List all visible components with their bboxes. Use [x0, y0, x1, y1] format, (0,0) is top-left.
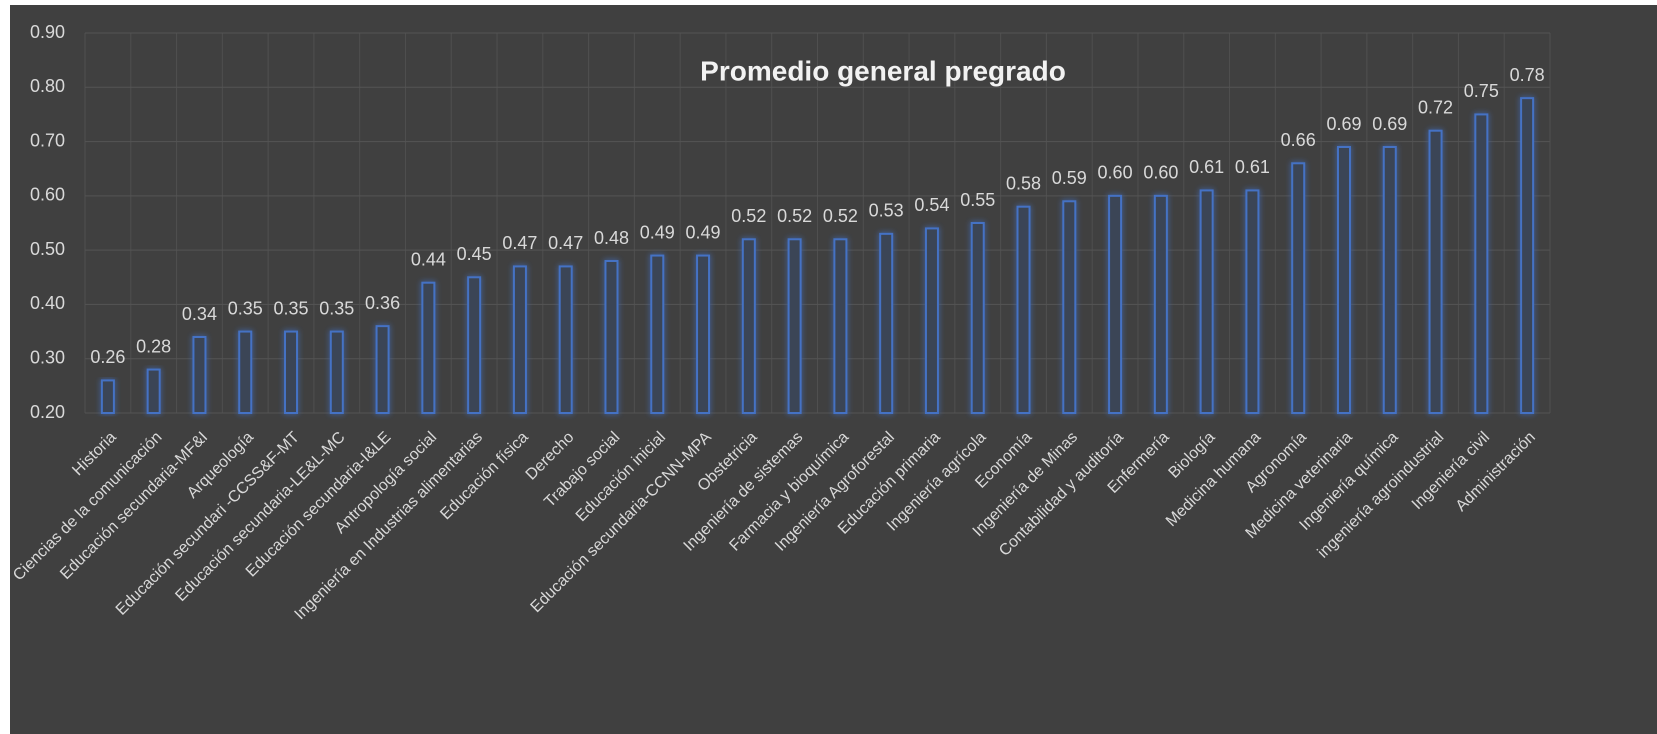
bar: [1474, 113, 1489, 415]
data-label: 0.75: [1464, 81, 1499, 101]
data-label: 0.49: [686, 222, 721, 242]
bar: [512, 265, 527, 414]
data-label: 0.52: [731, 206, 766, 226]
bar: [146, 368, 161, 415]
bar: [1291, 162, 1306, 414]
page-margin: [0, 0, 1657, 5]
bar: [1245, 189, 1260, 414]
data-label: 0.47: [548, 233, 583, 253]
bar: [650, 254, 665, 414]
data-label: 0.35: [273, 298, 308, 318]
data-label: 0.35: [319, 298, 354, 318]
data-label: 0.78: [1510, 65, 1545, 85]
data-label: 0.61: [1189, 157, 1224, 177]
bar: [1199, 189, 1214, 414]
data-label: 0.52: [823, 206, 858, 226]
bar: [421, 281, 436, 415]
bar: [1016, 205, 1031, 414]
data-label: 0.69: [1372, 114, 1407, 134]
bar: [833, 238, 848, 414]
data-label: 0.55: [960, 190, 995, 210]
bar: [1428, 129, 1443, 414]
bar: [192, 336, 207, 414]
y-tick-label: 0.30: [30, 347, 65, 367]
data-label: 0.26: [90, 347, 125, 367]
bar: [284, 330, 299, 415]
y-tick-label: 0.50: [30, 239, 65, 259]
page-margin: [0, 0, 10, 734]
bar: [879, 232, 894, 414]
data-label: 0.58: [1006, 173, 1041, 193]
bar: [1062, 200, 1077, 414]
data-label: 0.69: [1326, 114, 1361, 134]
data-label: 0.49: [640, 222, 675, 242]
bar: [924, 227, 939, 414]
data-label: 0.45: [457, 244, 492, 264]
data-label: 0.52: [777, 206, 812, 226]
bar: [1153, 194, 1168, 414]
data-label: 0.59: [1052, 168, 1087, 188]
data-label: 0.35: [228, 298, 263, 318]
bar: [558, 265, 573, 414]
bar: [1108, 194, 1123, 414]
bar: [741, 238, 756, 414]
data-label: 0.28: [136, 336, 171, 356]
data-label: 0.60: [1143, 163, 1178, 183]
y-tick-label: 0.70: [30, 130, 65, 150]
data-label: 0.61: [1235, 157, 1270, 177]
data-label: 0.44: [411, 249, 446, 269]
y-tick-label: 0.20: [30, 402, 65, 422]
data-label: 0.60: [1098, 163, 1133, 183]
bar: [604, 260, 619, 414]
chart-title: Promedio general pregrado: [700, 55, 1066, 86]
bar: [467, 276, 482, 414]
data-label: 0.48: [594, 228, 629, 248]
y-tick-label: 0.40: [30, 293, 65, 313]
data-label: 0.72: [1418, 97, 1453, 117]
data-label: 0.53: [869, 201, 904, 221]
bar: [375, 325, 390, 414]
data-label: 0.47: [502, 233, 537, 253]
bar: [329, 330, 344, 415]
data-label: 0.34: [182, 304, 217, 324]
bar: [970, 222, 985, 414]
bar: [696, 254, 711, 414]
data-label: 0.36: [365, 293, 400, 313]
bar: [100, 379, 115, 414]
y-tick-label: 0.90: [30, 22, 65, 42]
bar: [1520, 97, 1535, 415]
y-tick-label: 0.80: [30, 76, 65, 96]
bar: [1336, 146, 1351, 414]
data-label: 0.54: [914, 195, 949, 215]
bar: [787, 238, 802, 414]
data-label: 0.66: [1281, 130, 1316, 150]
bar: [1382, 146, 1397, 414]
bar: [238, 330, 253, 415]
y-tick-label: 0.60: [30, 185, 65, 205]
